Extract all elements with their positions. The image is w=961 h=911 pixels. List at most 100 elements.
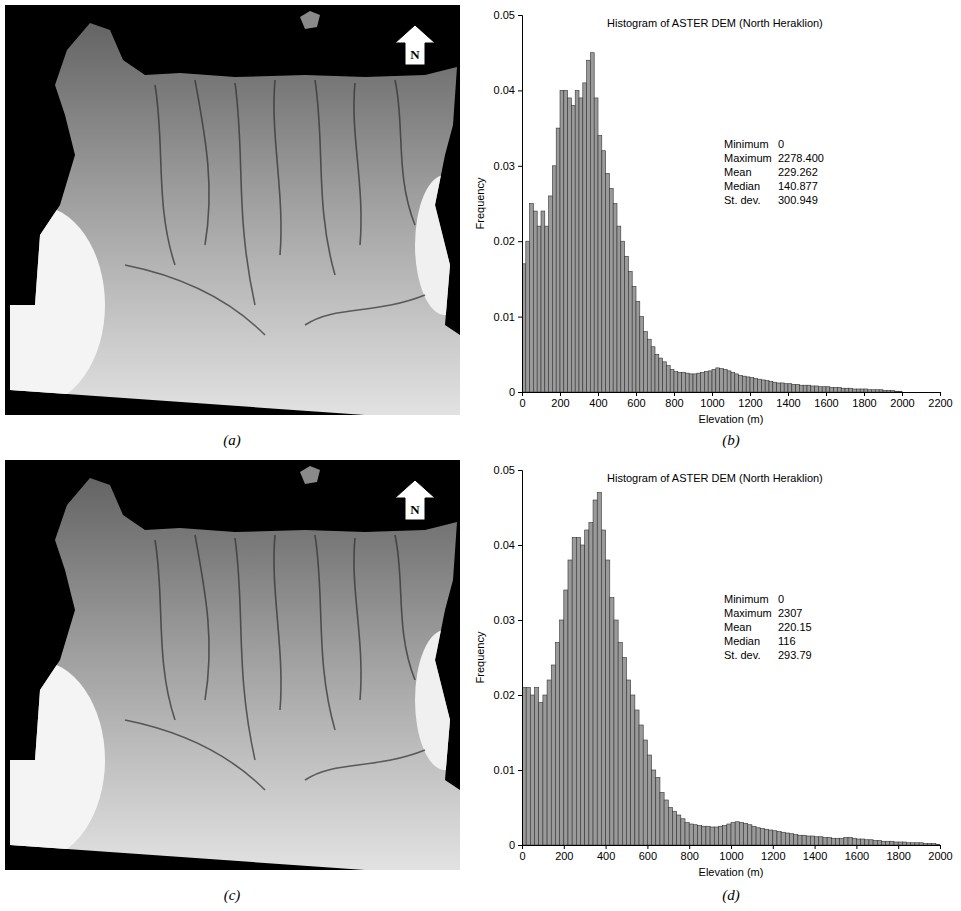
tick-mark [518,166,522,167]
histogram-bar [815,837,819,845]
histogram-bar [556,128,560,392]
histogram-bar [698,826,702,846]
tick: 600 [627,392,645,409]
histogram-bar [568,560,572,845]
tick: 1200 [761,845,785,862]
tick-label: 0.04 [494,539,515,551]
histogram-bar [873,841,877,846]
histogram-bar [861,839,865,845]
histogram-bar [769,830,773,845]
tick-mark [518,470,522,471]
histogram-bar [560,90,564,392]
histogram-bar [621,241,625,392]
histogram-bar [670,369,674,392]
tick-mark [674,392,675,396]
histogram-bar [739,375,743,392]
tick: 0.05 [494,9,522,21]
histogram-bar [656,778,660,846]
tick: 0.04 [494,539,522,551]
histogram-bar [706,826,710,845]
histogram-bar [530,695,534,845]
tick: 0.05 [494,464,522,476]
tick-label: 0.03 [494,614,515,626]
tick-label: 400 [589,397,607,409]
tick-mark [518,545,522,546]
histogram-bar [660,793,664,846]
tick-mark [864,392,865,396]
tick: 400 [589,392,607,409]
histogram-bar [587,60,591,392]
histogram-bar [865,840,869,845]
drainage [315,535,335,730]
histogram-bar [666,366,670,392]
tick-label: 1400 [803,850,827,862]
histogram-bar [693,374,697,392]
histogram-bar [807,385,811,392]
histogram-bar [811,386,815,392]
bright-area [415,630,475,770]
histogram-bar [572,538,576,846]
histogram-bar [739,823,743,846]
tick-label: 0.02 [494,689,515,701]
histogram-bar [543,695,547,845]
histogram-bar [664,800,668,845]
histogram-bar [886,841,890,845]
histogram-bar [639,725,643,845]
histogram-bar [628,271,632,392]
histogram-bar [794,835,798,846]
tick-label: 400 [597,850,615,862]
histogram-bar [727,371,731,392]
histogram: 00.010.020.030.040.050200400600800100012… [474,9,953,425]
drainage [155,540,175,720]
y-axis: 00.010.020.030.040.05 [494,464,523,851]
histogram-bar [834,387,838,392]
histogram-bar [610,598,614,846]
histogram-bar [810,836,814,845]
stat-value: 300.949 [778,194,818,206]
tick: 200 [551,392,569,409]
histogram-bar [802,835,806,845]
tick: 0.01 [494,311,522,323]
tick-label: 1800 [852,397,876,409]
histogram-bar [632,286,636,392]
drainage [195,535,209,700]
histogram-bar [819,837,823,845]
histogram-bar [568,98,572,392]
tick-mark [940,845,941,849]
panel-label: (a) [223,432,241,449]
histogram-bar [890,841,894,845]
histogram-bar [583,83,587,392]
histogram-bar [672,811,676,845]
histogram-bar [758,379,762,392]
histogram-bar [785,833,789,845]
tick: 1600 [845,845,869,862]
tick-label: 1000 [700,397,724,409]
histogram-bar [564,590,568,845]
histogram-bar [923,844,927,846]
histogram-bar [539,703,543,846]
histogram-bar [879,390,883,392]
drainage [305,750,425,780]
stat-label: Minimum [724,593,769,605]
histogram-bar [644,332,648,392]
histogram-bar [790,834,794,845]
histogram-bar [898,391,902,392]
tick-mark [518,695,522,696]
histogram-bar [537,226,541,392]
chart-title: Histogram of ASTER DEM (North Heraklion) [607,17,823,29]
tick-mark [564,845,565,849]
histogram-bar [685,823,689,846]
tick: 1400 [776,392,800,409]
histogram-bar [530,204,534,393]
histogram-bar [526,241,530,392]
histogram-bar [731,372,735,392]
histogram-bar [911,843,915,845]
stat-value: 0 [778,593,784,605]
tick-mark [689,845,690,849]
histogram-bar [881,841,885,845]
tick: 800 [681,845,699,862]
histogram-bar [799,385,803,392]
tick-mark [518,241,522,242]
histogram-bar [560,620,564,845]
tick-mark [606,845,607,849]
